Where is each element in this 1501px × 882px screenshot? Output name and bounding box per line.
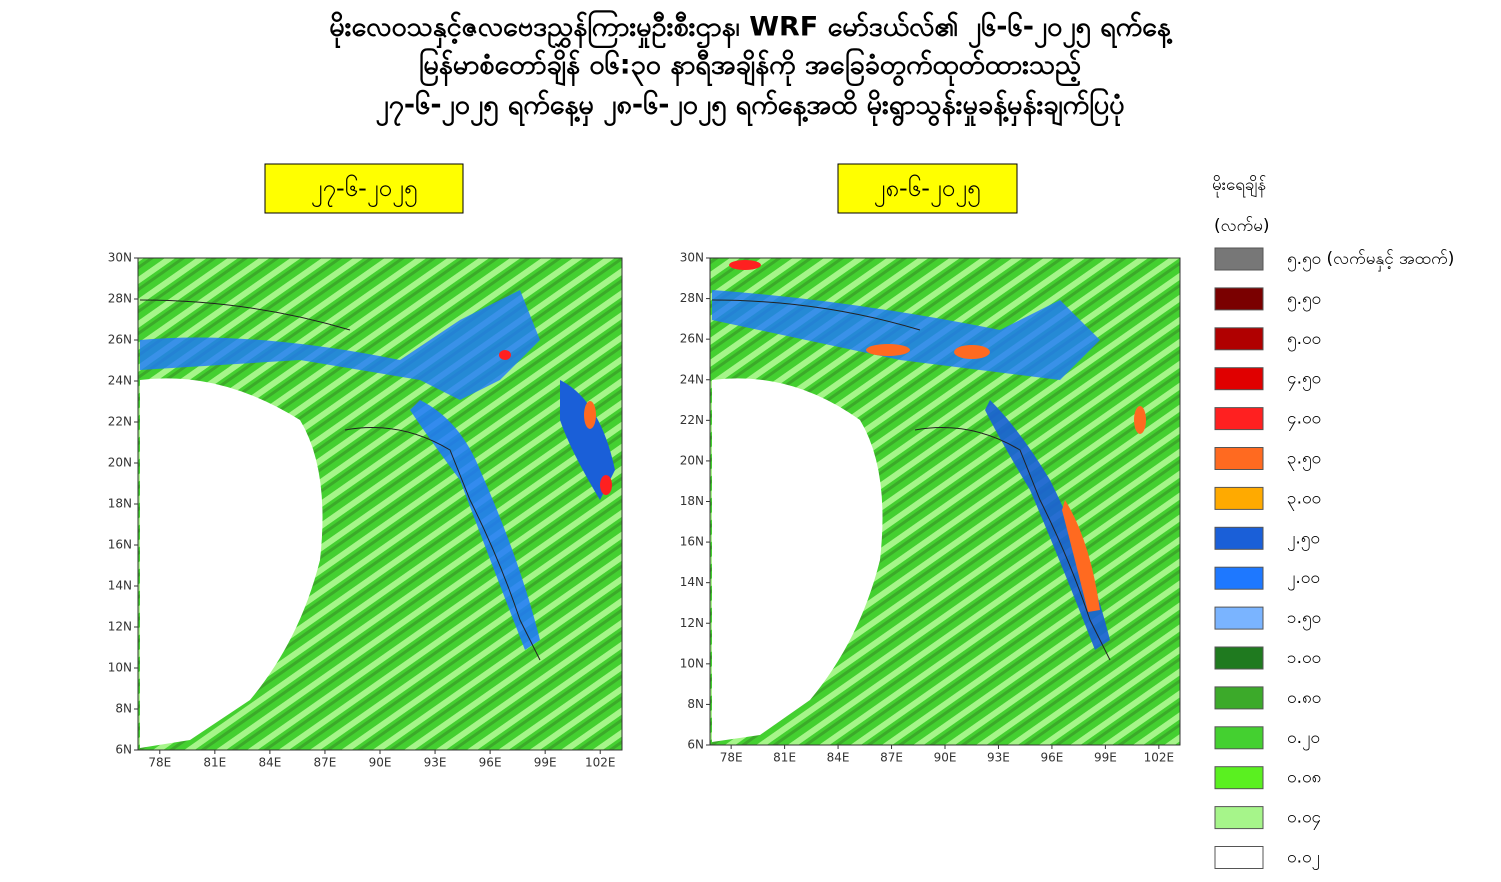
legend-swatch [1214, 247, 1264, 271]
y-tick-label: 6N [687, 738, 704, 752]
legend-swatch [1214, 646, 1264, 670]
legend-label: ၂.၅၀ [1287, 528, 1320, 551]
x-tick-label: 90E [369, 756, 392, 770]
legend-label: ၀.၀၂ [1287, 848, 1320, 871]
y-tick-label: 18N [108, 497, 132, 511]
legend-swatch [1214, 846, 1264, 869]
date-box [264, 163, 464, 214]
legend-label: ၅.၅၀ (လက်မနှင့် အထက်) [1287, 249, 1454, 272]
y-tick-label: 22N [680, 413, 704, 427]
legend-label: ၀.၀၈ [1287, 768, 1321, 788]
legend-swatch [1214, 686, 1264, 710]
legend-label: ၄.၅၀ [1287, 369, 1321, 392]
legend-swatch [1214, 766, 1264, 790]
x-tick-label: 96E [1040, 751, 1063, 765]
x-tick-label: 99E [1094, 751, 1117, 765]
legend-label: ၁.၀၀ [1287, 648, 1321, 668]
legend-swatch [1214, 287, 1264, 311]
y-tick-label: 14N [680, 575, 704, 589]
x-tick-label: 84E [827, 751, 850, 765]
y-tick-label: 10N [108, 661, 132, 675]
legend-swatch [1214, 367, 1264, 391]
y-tick-label: 28N [108, 292, 132, 306]
legend-swatch [1214, 486, 1264, 510]
legend-label: ၀.၀၄ [1287, 808, 1321, 831]
date-label: ၂၈-၆-၂၀၂၅ [874, 173, 981, 207]
y-tick-label: 30N [108, 251, 132, 265]
x-tick-label: 81E [203, 756, 226, 770]
x-tick-label: 81E [773, 751, 796, 765]
y-tick-label: 28N [680, 291, 704, 305]
title-line: မြန်မာစံတော်ချိန် ၀၆:၃၀ နာရီအချိန်ကို အခ… [419, 48, 1081, 87]
y-tick-label: 16N [680, 535, 704, 549]
y-tick-label: 6N [115, 743, 132, 757]
map [709, 257, 1181, 746]
date-box [837, 163, 1018, 214]
x-tick-label: 102E [1144, 751, 1175, 765]
legend-unit: (လက်မ) [1214, 216, 1270, 236]
y-tick-label: 8N [687, 697, 704, 711]
x-tick-label: 78E [720, 751, 743, 765]
legend-label: ၄.၀၀ [1287, 409, 1321, 432]
map-axes: 78E 81E 84E 87E 90E 93E 96E 99E 102E 6N 8N 10N 12N 14… [108, 251, 616, 770]
legend-title: မိုးရေချိန် [1212, 175, 1266, 198]
y-tick-label: 26N [680, 332, 704, 346]
legend-swatch [1214, 447, 1264, 470]
y-tick-label: 20N [108, 456, 132, 470]
legend-label: ၂.၀၀ [1287, 568, 1320, 591]
y-tick-label: 24N [680, 372, 704, 386]
x-tick-label: 84E [258, 756, 281, 770]
y-tick-label: 12N [108, 620, 132, 634]
legend-label: ၁.၅၀ [1287, 608, 1321, 631]
date-label: ၂၇-၆-၂၀၂၅ [311, 173, 418, 207]
y-tick-label: 14N [108, 579, 132, 593]
y-tick-label: 10N [680, 656, 704, 670]
legend-label: ၃.၀၀ [1287, 488, 1321, 511]
x-tick-label: 102E [585, 756, 616, 770]
legend-swatch [1214, 526, 1264, 550]
y-tick-label: 12N [680, 616, 704, 630]
legend-swatch [1214, 566, 1264, 590]
title-line: ၂၇-၆-၂၀၂၅ ရက်နေ့မှ ၂၈-၆-၂၀၂၅ ရက်နေ့အထိ မ… [375, 88, 1124, 127]
x-tick-label: 78E [148, 756, 171, 770]
y-tick-label: 8N [115, 702, 132, 716]
x-tick-label: 93E [424, 756, 447, 770]
legend-swatch [1214, 806, 1264, 830]
x-tick-label: 96E [479, 756, 502, 770]
legend: ၅.၅၀ (လက်မနှင့် အထက်) ၅.၅၀၅.၀၀၄.၅၀၄.၀၀၃.၅… [1214, 247, 1454, 871]
legend-swatch [1214, 726, 1264, 750]
y-tick-label: 16N [108, 538, 132, 552]
x-tick-label: 93E [987, 751, 1010, 765]
x-tick-label: 90E [934, 751, 957, 765]
y-tick-label: 24N [108, 374, 132, 388]
legend-label: ၀.၈၀ [1287, 688, 1321, 708]
title-line: မိုးလေဝသနှင့်ဇလဗေဒညွှန်ကြားမှုဦးစီးဌာန၊ … [329, 10, 1172, 49]
legend-swatch [1214, 407, 1264, 431]
x-tick-label: 99E [534, 756, 557, 770]
legend-label: ၅.၅၀ [1287, 289, 1321, 312]
y-tick-label: 20N [680, 453, 704, 467]
x-tick-label: 87E [314, 756, 337, 770]
y-tick-label: 26N [108, 333, 132, 347]
legend-label: ၃.၅၀ [1287, 449, 1321, 472]
legend-label: ၀.၂၀ [1287, 728, 1320, 751]
y-tick-label: 30N [680, 251, 704, 265]
map [137, 257, 623, 751]
x-tick-label: 87E [880, 751, 903, 765]
legend-label: ၅.၀၀ [1287, 329, 1321, 352]
y-tick-label: 18N [680, 494, 704, 508]
legend-swatch [1214, 606, 1264, 630]
y-tick-label: 22N [108, 415, 132, 429]
map-axes: 78E 81E 84E 87E 90E 93E 96E 99E 102E 6N 8N 10N 12N 14… [680, 251, 1174, 765]
legend-swatch [1214, 327, 1264, 351]
